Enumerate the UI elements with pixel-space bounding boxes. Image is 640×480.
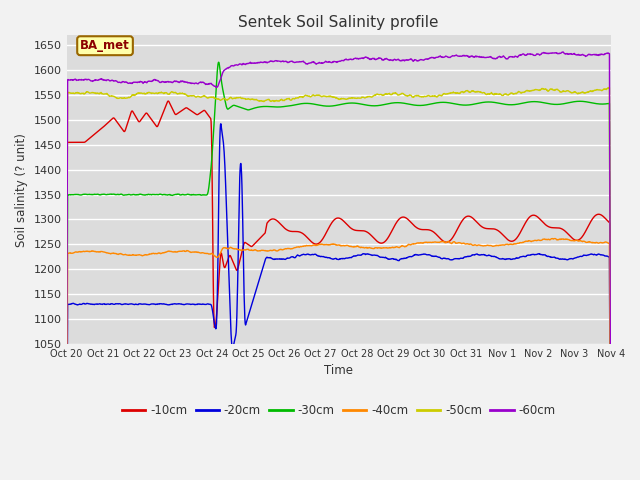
- Text: BA_met: BA_met: [80, 39, 130, 52]
- -30cm: [105, 192, 113, 197]
- Y-axis label: Soil salinity (? unit): Soil salinity (? unit): [15, 132, 28, 247]
- -30cm: [215, 60, 223, 65]
- -50cm: [63, 421, 70, 427]
- -40cm: [294, 244, 301, 250]
- -10cm: [315, 240, 323, 246]
- Line: -60cm: -60cm: [67, 52, 611, 480]
- Line: -50cm: -50cm: [67, 87, 611, 480]
- -10cm: [373, 238, 381, 244]
- -10cm: [127, 110, 134, 116]
- Line: -40cm: -40cm: [67, 239, 611, 480]
- Line: -30cm: -30cm: [67, 62, 611, 480]
- -60cm: [372, 56, 380, 62]
- -50cm: [605, 84, 613, 90]
- -20cm: [294, 252, 301, 258]
- -40cm: [315, 242, 323, 248]
- -40cm: [127, 252, 134, 258]
- -60cm: [127, 81, 134, 86]
- -50cm: [372, 92, 380, 97]
- -50cm: [294, 95, 301, 101]
- -60cm: [305, 60, 312, 66]
- -40cm: [372, 245, 380, 251]
- -20cm: [105, 301, 113, 307]
- -30cm: [127, 192, 134, 198]
- -50cm: [127, 94, 134, 99]
- -20cm: [305, 252, 313, 257]
- -10cm: [105, 119, 113, 125]
- -10cm: [164, 98, 172, 104]
- -20cm: [217, 121, 225, 127]
- -20cm: [373, 252, 381, 258]
- -50cm: [305, 93, 312, 99]
- Legend: -10cm, -20cm, -30cm, -40cm, -50cm, -60cm: -10cm, -20cm, -30cm, -40cm, -50cm, -60cm: [117, 399, 561, 421]
- -50cm: [105, 92, 113, 98]
- -10cm: [63, 429, 70, 435]
- -10cm: [294, 229, 301, 235]
- Line: -20cm: -20cm: [67, 124, 611, 480]
- -50cm: [315, 93, 323, 98]
- -30cm: [305, 101, 313, 107]
- -60cm: [63, 414, 70, 420]
- -30cm: [315, 102, 323, 108]
- -20cm: [315, 253, 323, 259]
- -10cm: [305, 237, 313, 242]
- -60cm: [105, 77, 113, 83]
- -60cm: [315, 60, 323, 66]
- -60cm: [294, 59, 301, 65]
- -60cm: [559, 49, 567, 55]
- Line: -10cm: -10cm: [67, 101, 611, 480]
- -40cm: [548, 236, 556, 241]
- -20cm: [127, 301, 134, 307]
- -40cm: [305, 243, 312, 249]
- -30cm: [294, 101, 301, 107]
- Title: Sentek Soil Salinity profile: Sentek Soil Salinity profile: [239, 15, 439, 30]
- X-axis label: Time: Time: [324, 364, 353, 377]
- -40cm: [105, 251, 113, 256]
- -30cm: [373, 103, 381, 108]
